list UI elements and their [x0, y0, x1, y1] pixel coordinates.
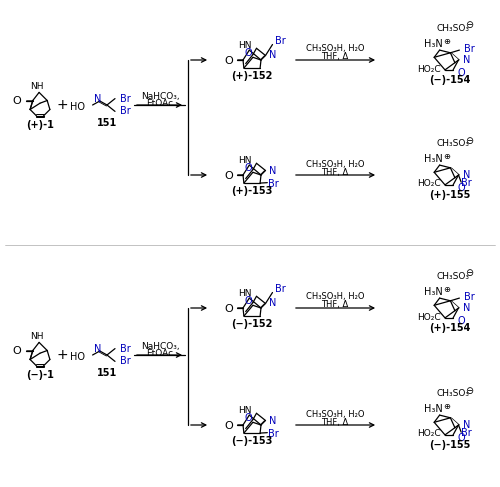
- Text: HO₂C: HO₂C: [417, 430, 440, 438]
- Text: N: N: [94, 344, 102, 354]
- Text: Br: Br: [276, 284, 286, 295]
- Text: N: N: [462, 303, 470, 313]
- Text: THF, Δ: THF, Δ: [322, 300, 348, 310]
- Text: (−)-154: (−)-154: [430, 75, 470, 85]
- Text: Br: Br: [120, 356, 131, 366]
- Text: H₃N: H₃N: [424, 154, 442, 164]
- Text: 151: 151: [97, 117, 117, 128]
- Text: CH₃SO₃H, H₂O: CH₃SO₃H, H₂O: [306, 293, 364, 301]
- Text: THF, Δ: THF, Δ: [322, 417, 348, 427]
- Text: O: O: [457, 183, 464, 193]
- Text: Br: Br: [120, 106, 131, 116]
- Text: NaHCO₃,: NaHCO₃,: [140, 341, 179, 351]
- Text: EtOAc: EtOAc: [146, 99, 174, 109]
- Text: EtOAc: EtOAc: [146, 350, 174, 358]
- Text: Br: Br: [268, 429, 279, 439]
- Text: +: +: [56, 348, 68, 362]
- Text: (+)-1: (+)-1: [26, 120, 54, 130]
- Text: (+)-154: (+)-154: [430, 323, 470, 333]
- Text: HN: HN: [238, 40, 252, 50]
- Text: O: O: [224, 421, 232, 431]
- Text: (−)-1: (−)-1: [26, 370, 54, 380]
- Text: N: N: [462, 170, 470, 180]
- Text: ⊖: ⊖: [465, 135, 473, 146]
- Text: O: O: [245, 413, 252, 423]
- Text: CH₃SO₃H, H₂O: CH₃SO₃H, H₂O: [306, 410, 364, 418]
- Text: O: O: [457, 316, 464, 326]
- Text: H₃N: H₃N: [424, 287, 442, 297]
- Text: (+)-155: (+)-155: [430, 190, 470, 200]
- Text: H₃N: H₃N: [424, 404, 442, 414]
- Text: +: +: [56, 98, 68, 112]
- Text: Br: Br: [461, 178, 472, 188]
- Text: HO: HO: [70, 102, 84, 112]
- Text: N: N: [94, 94, 102, 104]
- Text: ⊕: ⊕: [444, 152, 450, 161]
- Text: Br: Br: [268, 179, 279, 189]
- Text: O: O: [457, 68, 464, 78]
- Text: Br: Br: [461, 428, 472, 438]
- Text: (−)-155: (−)-155: [430, 440, 470, 450]
- Text: NaHCO₃,: NaHCO₃,: [140, 92, 179, 100]
- Text: O: O: [13, 95, 22, 106]
- Text: O: O: [13, 345, 22, 356]
- Text: N: N: [270, 51, 277, 60]
- Text: CH₃SO₃: CH₃SO₃: [436, 24, 470, 33]
- Text: N: N: [270, 299, 277, 308]
- Text: HN: HN: [238, 156, 252, 165]
- Text: ⊖: ⊖: [465, 386, 473, 395]
- Text: Br: Br: [120, 94, 131, 104]
- Text: O: O: [245, 48, 252, 58]
- Text: Br: Br: [120, 344, 131, 354]
- Text: H₃N: H₃N: [424, 39, 442, 49]
- Text: ⊖: ⊖: [465, 268, 473, 279]
- Text: (+)-152: (+)-152: [232, 71, 272, 81]
- Text: HO₂C: HO₂C: [417, 64, 440, 74]
- Text: THF, Δ: THF, Δ: [322, 168, 348, 176]
- Text: ⊖: ⊖: [465, 20, 473, 31]
- Text: NH: NH: [30, 332, 44, 341]
- Text: HO₂C: HO₂C: [417, 313, 440, 321]
- Text: (−)-153: (−)-153: [232, 436, 272, 446]
- Text: N: N: [462, 420, 470, 430]
- Text: HO: HO: [70, 352, 84, 362]
- Text: THF, Δ: THF, Δ: [322, 53, 348, 61]
- Text: ⊕: ⊕: [444, 37, 450, 46]
- Text: HO₂C: HO₂C: [417, 180, 440, 188]
- Text: O: O: [457, 433, 464, 443]
- Text: ⊕: ⊕: [444, 402, 450, 412]
- Text: CH₃SO₃: CH₃SO₃: [436, 272, 470, 281]
- Text: CH₃SO₃: CH₃SO₃: [436, 139, 470, 148]
- Text: N: N: [270, 166, 277, 175]
- Text: O: O: [224, 171, 232, 181]
- Text: Br: Br: [464, 44, 475, 54]
- Text: 151: 151: [97, 368, 117, 377]
- Text: NH: NH: [30, 82, 44, 91]
- Text: ⊕: ⊕: [444, 285, 450, 294]
- Text: CH₃SO₃H, H₂O: CH₃SO₃H, H₂O: [306, 160, 364, 169]
- Text: Br: Br: [464, 292, 475, 302]
- Text: Br: Br: [276, 37, 286, 46]
- Text: N: N: [462, 55, 470, 65]
- Text: O: O: [224, 56, 232, 66]
- Text: (+)-153: (+)-153: [232, 186, 272, 196]
- Text: N: N: [270, 415, 277, 426]
- Text: O: O: [224, 304, 232, 314]
- Text: O: O: [245, 163, 252, 173]
- Text: HN: HN: [238, 289, 252, 298]
- Text: (−)-152: (−)-152: [232, 319, 272, 329]
- Text: HN: HN: [238, 406, 252, 414]
- Text: CH₃SO₃H, H₂O: CH₃SO₃H, H₂O: [306, 44, 364, 54]
- Text: CH₃SO₃: CH₃SO₃: [436, 389, 470, 398]
- Text: O: O: [245, 296, 252, 306]
